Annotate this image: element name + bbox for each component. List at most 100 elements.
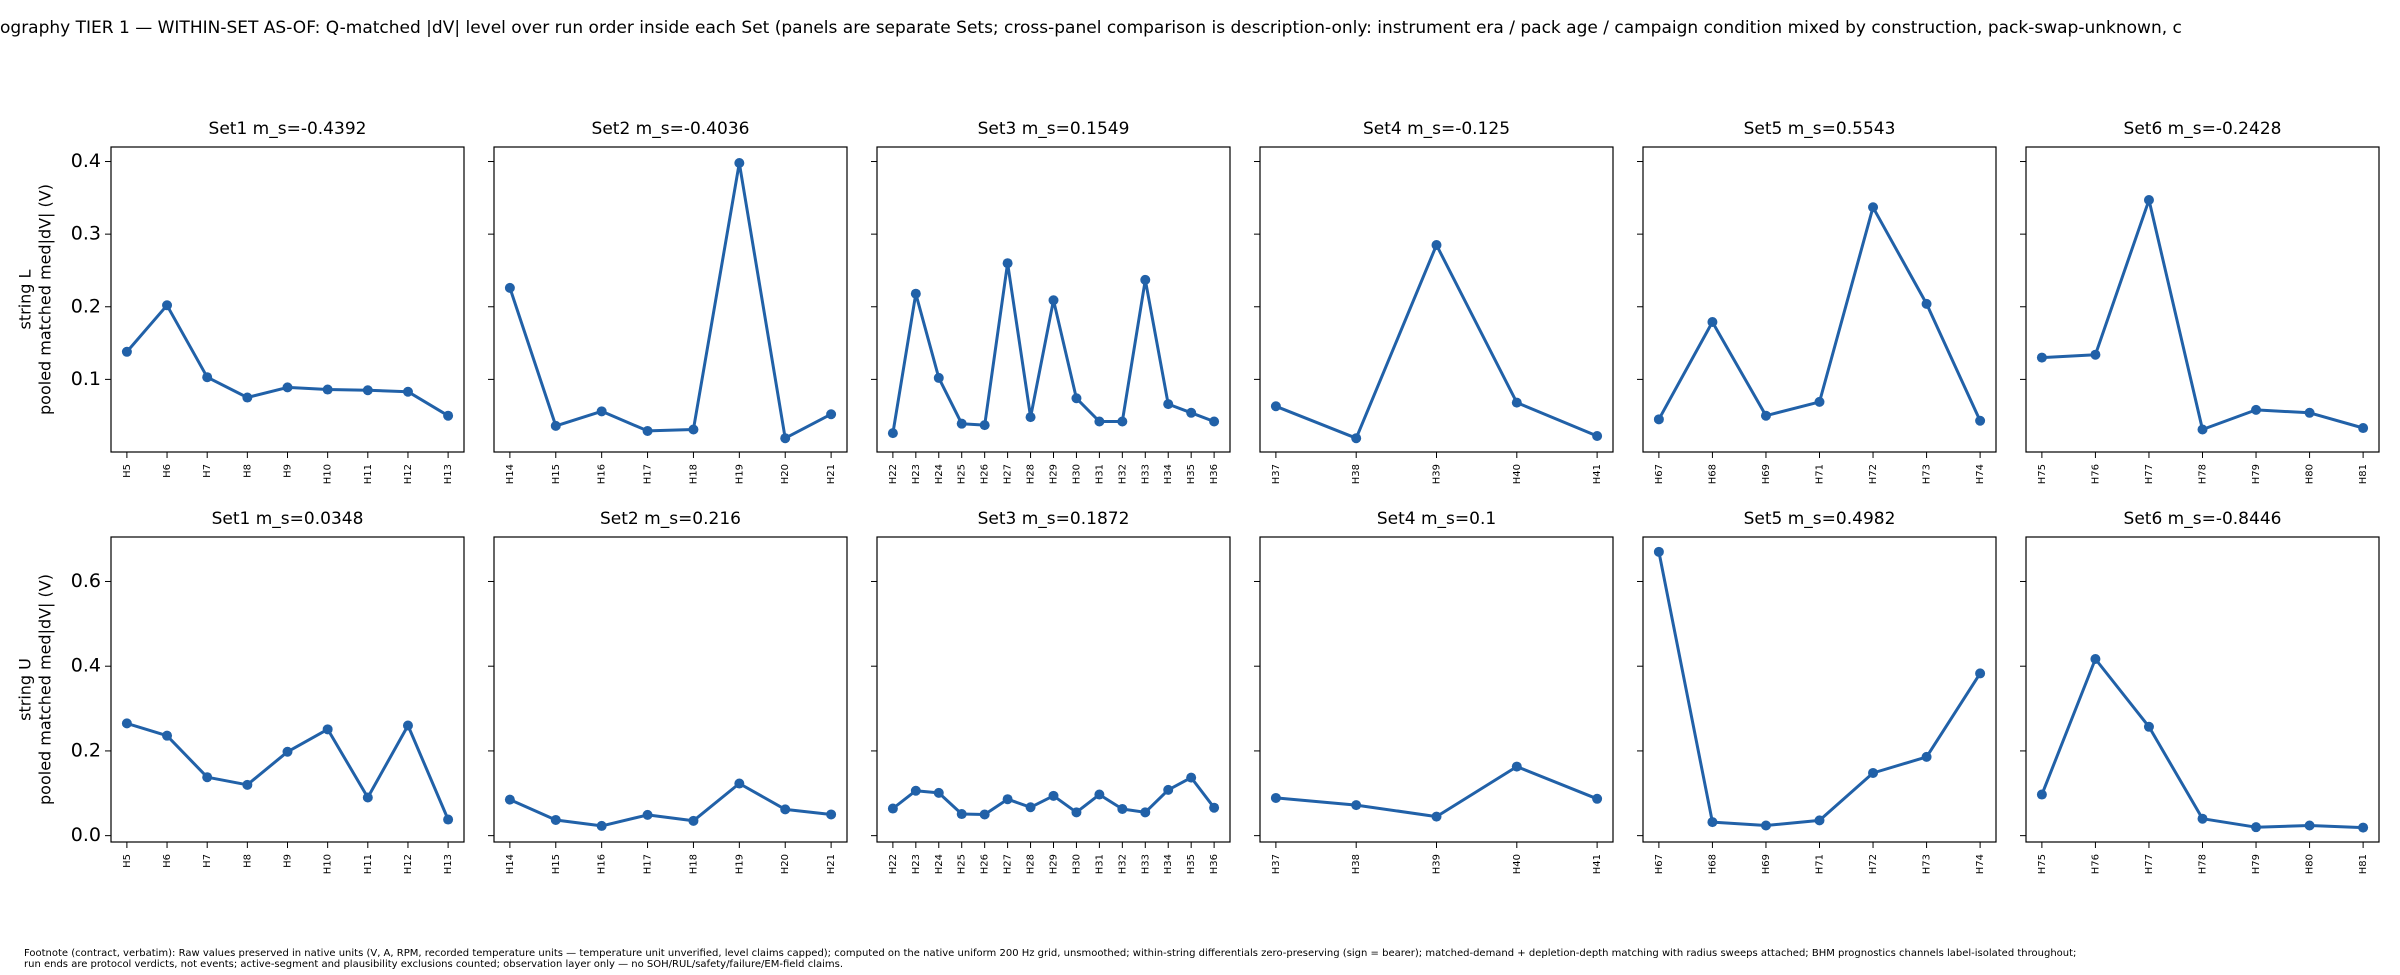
data-point xyxy=(322,724,333,735)
data-point xyxy=(1163,784,1174,795)
x-tick-label: H27 xyxy=(1003,854,1014,874)
series-line xyxy=(1275,765,1598,819)
y-axis-label: string L xyxy=(16,269,35,329)
data-point xyxy=(1653,414,1664,425)
data-point xyxy=(1431,240,1442,251)
x-tick-label: H20 xyxy=(780,464,791,484)
data-point xyxy=(688,424,699,435)
data-point xyxy=(956,418,967,429)
x-tick-label: H22 xyxy=(888,464,899,484)
data-point xyxy=(2197,424,2208,435)
data-point xyxy=(887,803,898,814)
suptitle-text: ography TIER 1 — WITHIN-SET AS-OF: Q-mat… xyxy=(0,18,2182,38)
x-tick-label: H9 xyxy=(283,464,294,478)
data-point xyxy=(910,288,921,299)
data-point xyxy=(162,730,173,741)
data-point xyxy=(2251,404,2262,415)
data-point xyxy=(887,428,898,439)
series-line xyxy=(508,161,832,440)
data-point xyxy=(322,384,333,395)
data-point xyxy=(242,392,253,403)
x-tick-label: H23 xyxy=(911,464,922,484)
data-point xyxy=(1975,415,1986,426)
data-point xyxy=(2304,820,2315,831)
x-tick-label: H15 xyxy=(551,464,562,484)
x-tick-label: H10 xyxy=(323,464,334,484)
x-tick-label: H15 xyxy=(551,854,562,874)
data-point xyxy=(979,809,990,820)
data-point xyxy=(202,372,213,383)
data-point xyxy=(1592,431,1603,442)
panel-title: Set2 m_s=0.216 xyxy=(600,509,741,529)
data-point xyxy=(1511,761,1522,772)
data-point xyxy=(1270,401,1281,412)
x-tick-label: H77 xyxy=(2144,854,2155,874)
x-tick-label: H23 xyxy=(911,854,922,874)
x-tick-label: H37 xyxy=(1271,854,1282,874)
x-tick-label: H72 xyxy=(1868,854,1879,874)
panel-frame xyxy=(2025,146,2380,453)
y-tick-label: 0.2 xyxy=(71,739,101,761)
data-point xyxy=(933,372,944,383)
x-tick-label: H41 xyxy=(1592,854,1603,874)
x-tick-label: H32 xyxy=(1117,854,1128,874)
x-tick-label: H35 xyxy=(1186,854,1197,874)
panel-title: Set3 m_s=0.1872 xyxy=(978,509,1130,529)
data-point xyxy=(1071,393,1082,404)
x-tick-label: H78 xyxy=(2198,854,2209,874)
panel-frame xyxy=(110,146,465,453)
data-point xyxy=(1921,298,1932,309)
x-tick-label: H67 xyxy=(1654,854,1665,874)
data-point xyxy=(443,814,454,825)
panel-frame xyxy=(493,146,848,453)
data-point xyxy=(780,433,791,444)
y-tick-label: 0.4 xyxy=(71,655,101,677)
data-point xyxy=(362,792,373,803)
figure-suptitle: ography TIER 1 — WITHIN-SET AS-OF: Q-mat… xyxy=(0,18,2400,42)
x-tick-label: H77 xyxy=(2144,464,2155,484)
data-point xyxy=(1025,802,1036,813)
x-tick-label: H16 xyxy=(597,854,608,874)
x-tick-label: H12 xyxy=(403,854,414,874)
x-tick-label: H81 xyxy=(2358,854,2369,874)
data-point xyxy=(910,785,921,796)
data-point xyxy=(2197,813,2208,824)
y-tick-label: 0.0 xyxy=(71,824,101,846)
x-tick-label: H34 xyxy=(1163,854,1174,874)
data-point xyxy=(1868,202,1879,213)
x-tick-label: H19 xyxy=(734,854,745,874)
x-tick-label: H69 xyxy=(1761,854,1772,874)
series-line xyxy=(2041,198,2364,431)
x-tick-label: H13 xyxy=(443,464,454,484)
x-tick-label: H10 xyxy=(323,854,334,874)
data-point xyxy=(596,820,607,831)
x-tick-label: H26 xyxy=(980,464,991,484)
x-tick-label: H30 xyxy=(1071,854,1082,874)
data-point xyxy=(596,406,607,417)
data-point xyxy=(1431,811,1442,822)
data-point xyxy=(2358,822,2369,833)
data-point xyxy=(2090,349,2101,360)
panel-frame xyxy=(1259,146,1614,453)
data-point xyxy=(1511,397,1522,408)
y-tick-label: 0.3 xyxy=(71,223,101,245)
y-tick-label: 0.1 xyxy=(71,368,101,390)
panel-title: Set5 m_s=0.5543 xyxy=(1744,119,1896,139)
x-tick-label: H29 xyxy=(1049,464,1060,484)
data-point xyxy=(2036,789,2047,800)
x-tick-label: H69 xyxy=(1761,464,1772,484)
figure-footnote: Footnote (contract, verbatim): Raw value… xyxy=(24,948,2077,970)
x-tick-label: H80 xyxy=(2305,854,2316,874)
x-tick-label: H31 xyxy=(1094,854,1105,874)
data-point xyxy=(1868,767,1879,778)
x-tick-label: H37 xyxy=(1271,464,1282,484)
data-point xyxy=(2358,423,2369,434)
x-tick-label: H81 xyxy=(2358,464,2369,484)
data-point xyxy=(1002,794,1013,805)
x-tick-label: H36 xyxy=(1209,464,1220,484)
x-tick-label: H19 xyxy=(734,464,745,484)
x-tick-label: H17 xyxy=(643,464,654,484)
data-point xyxy=(1975,668,1986,679)
x-tick-label: H22 xyxy=(888,854,899,874)
